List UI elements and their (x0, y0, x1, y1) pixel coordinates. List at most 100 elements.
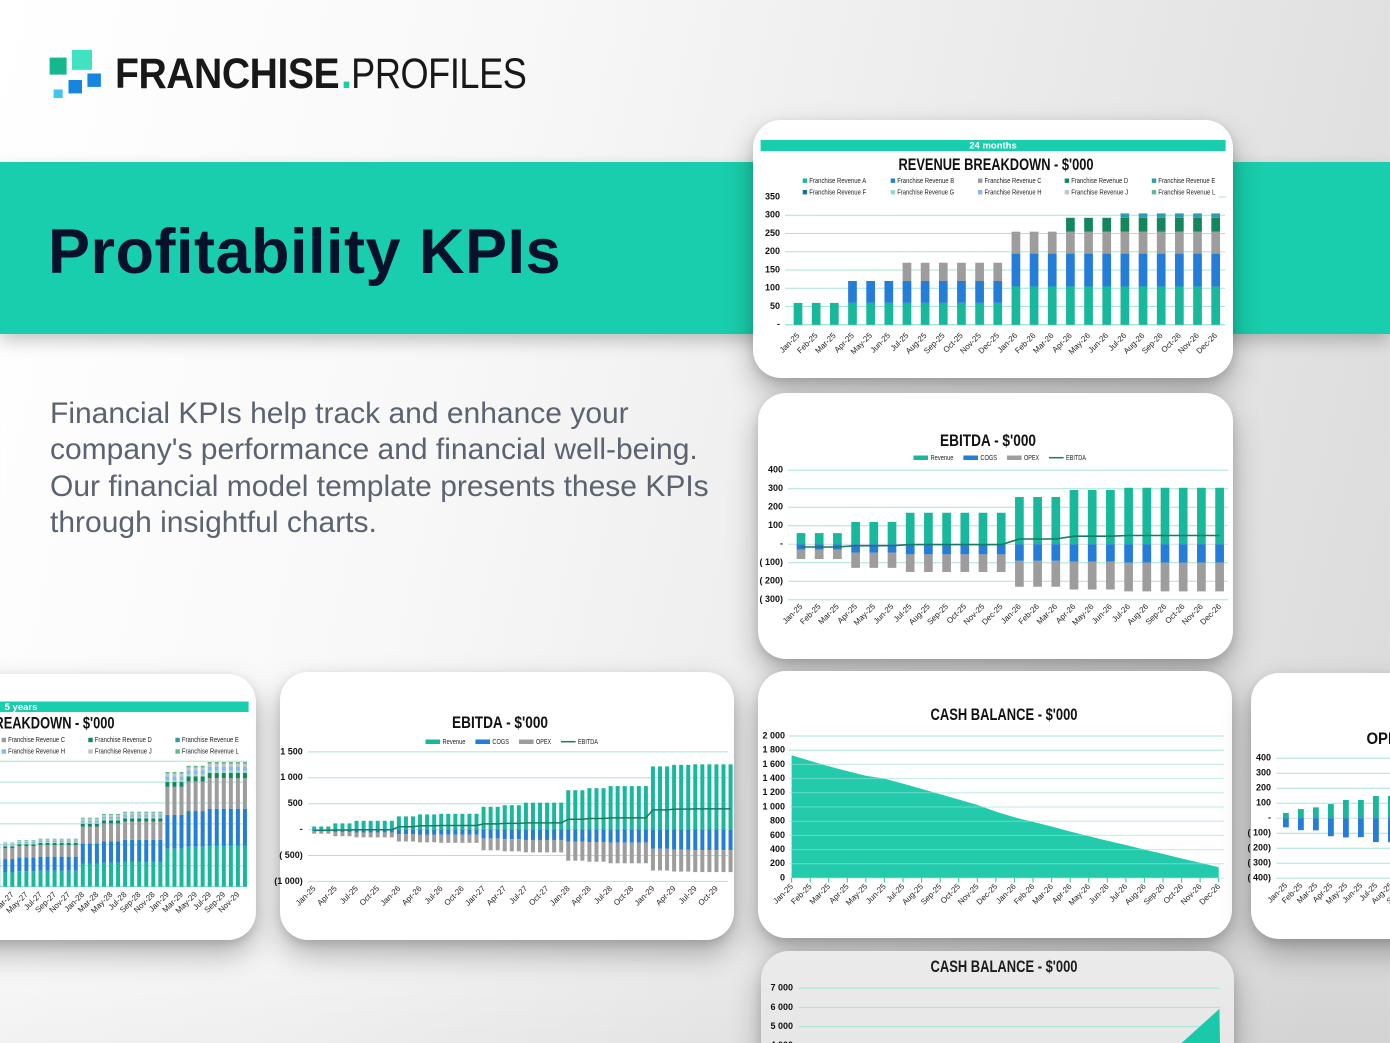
svg-text:EBITDA: EBITDA (578, 737, 598, 746)
svg-text:200: 200 (1255, 783, 1270, 793)
svg-text:50: 50 (770, 301, 780, 311)
svg-text:( 300): ( 300) (1247, 858, 1271, 868)
svg-text:Oct-26: Oct-26 (442, 884, 466, 908)
svg-text:100: 100 (1255, 798, 1270, 808)
svg-text:Jun-26: Jun-26 (1090, 602, 1114, 626)
svg-text:Jul-29: Jul-29 (677, 884, 699, 906)
svg-text:Oct-27: Oct-27 (527, 884, 551, 908)
svg-text:Franchise Revenue E: Franchise Revenue E (1158, 176, 1215, 185)
svg-text:Mar-26: Mar-26 (1031, 331, 1056, 356)
svg-text:Jan-28: Jan-28 (548, 884, 572, 908)
svg-text:Sep-25: Sep-25 (925, 602, 950, 627)
svg-text:Apr-26: Apr-26 (400, 884, 424, 908)
svg-text:400: 400 (770, 844, 785, 854)
svg-text:( 500): ( 500) (279, 850, 303, 860)
svg-text:Jun-25: Jun-25 (869, 331, 893, 355)
svg-text:( 200): ( 200) (1247, 843, 1271, 853)
svg-text:Franchise Revenue L: Franchise Revenue L (1158, 187, 1215, 196)
svg-text:Mar-25: Mar-25 (813, 331, 838, 356)
svg-text:24 months: 24 months (969, 141, 1017, 152)
svg-text:Jun-25: Jun-25 (864, 882, 888, 906)
svg-text:Revenue: Revenue (443, 737, 466, 746)
svg-text:100: 100 (768, 520, 783, 530)
svg-text:Jul-25: Jul-25 (338, 884, 360, 906)
svg-text:5 000: 5 000 (770, 1021, 793, 1031)
svg-text:REVENUE BREAKDOWN - $'000: REVENUE BREAKDOWN - $'000 (899, 156, 1094, 174)
svg-text:Franchise Revenue J: Franchise Revenue J (1071, 187, 1128, 196)
svg-text:( 100): ( 100) (1247, 828, 1271, 838)
svg-text:Franchise Revenue C: Franchise Revenue C (985, 176, 1042, 185)
svg-text:300: 300 (768, 483, 783, 493)
svg-text:COGS: COGS (980, 453, 997, 462)
svg-text:OPEX: OPEX (536, 737, 551, 746)
svg-text:CASH BALANCE - $'000: CASH BALANCE - $'000 (931, 706, 1078, 724)
svg-text:100: 100 (765, 283, 780, 293)
svg-text:1 500: 1 500 (280, 746, 303, 756)
svg-text:Dec-26: Dec-26 (1195, 331, 1220, 356)
svg-text:Franchise Revenue L: Franchise Revenue L (182, 747, 239, 756)
svg-text:5 years: 5 years (5, 702, 38, 713)
svg-text:Jun-25: Jun-25 (872, 602, 896, 626)
svg-text:6 000: 6 000 (770, 1002, 793, 1012)
svg-text:CASH BALANCE - $'000: CASH BALANCE - $'000 (931, 958, 1078, 976)
svg-text:Apr-28: Apr-28 (569, 884, 593, 908)
svg-text:4 000: 4 000 (770, 1040, 793, 1043)
svg-text:OPEX - $'000: OPEX - $'000 (1366, 730, 1390, 748)
svg-text:May-25: May-25 (844, 882, 870, 908)
svg-text:Jan-27: Jan-27 (463, 884, 487, 908)
svg-text:1 400: 1 400 (762, 773, 785, 783)
svg-text:May-26: May-26 (1067, 882, 1093, 908)
svg-text:Franchise Revenue F: Franchise Revenue F (809, 187, 867, 196)
svg-text:Dec-26: Dec-26 (1198, 602, 1223, 627)
svg-text:Mar-26: Mar-26 (1031, 882, 1056, 907)
svg-text:Oct-29: Oct-29 (696, 884, 720, 908)
svg-text:600: 600 (770, 830, 785, 840)
svg-text:Franchise Revenue D: Franchise Revenue D (95, 735, 152, 744)
svg-text:200: 200 (770, 858, 785, 868)
svg-text:200: 200 (768, 502, 783, 512)
svg-text:1 000: 1 000 (762, 801, 785, 811)
svg-text:Sep-26: Sep-26 (1144, 602, 1169, 627)
svg-text:-: - (1268, 813, 1271, 823)
svg-text:1 000: 1 000 (280, 772, 303, 782)
svg-text:Franchise Revenue D: Franchise Revenue D (1071, 176, 1128, 185)
svg-text:Jan-26: Jan-26 (379, 884, 403, 908)
svg-text:EBITDA: EBITDA (1066, 453, 1086, 462)
svg-text:Sep-26: Sep-26 (1142, 882, 1167, 907)
svg-text:-: - (780, 539, 783, 549)
svg-text:Dec-25: Dec-25 (980, 602, 1005, 627)
svg-text:Mar-26: Mar-26 (1035, 602, 1060, 627)
svg-text:400: 400 (768, 465, 783, 475)
svg-text:Apr-29: Apr-29 (654, 884, 678, 908)
svg-text:Franchise Revenue H: Franchise Revenue H (8, 747, 65, 756)
svg-text:250: 250 (765, 228, 780, 238)
svg-text:1 600: 1 600 (762, 759, 785, 769)
svg-text:Franchise Revenue G: Franchise Revenue G (897, 187, 954, 196)
svg-text:500: 500 (288, 798, 303, 808)
svg-text:300: 300 (1255, 768, 1270, 778)
svg-text:Jul-28: Jul-28 (592, 884, 614, 906)
svg-text:Jul-27: Jul-27 (508, 884, 530, 906)
svg-text:-: - (300, 824, 303, 834)
svg-text:Sep-25: Sep-25 (919, 882, 944, 907)
svg-text:200: 200 (765, 246, 780, 256)
svg-text:800: 800 (770, 816, 785, 826)
svg-text:0: 0 (780, 872, 785, 882)
svg-text:Jan-29: Jan-29 (633, 884, 657, 908)
svg-text:Dec-25: Dec-25 (975, 882, 1000, 907)
svg-text:OPEX: OPEX (1024, 453, 1039, 462)
svg-text:(1 000): (1 000) (274, 876, 303, 886)
svg-text:350: 350 (765, 191, 780, 201)
svg-text:REVENUE BREAKDOWN - $'000: REVENUE BREAKDOWN - $'000 (0, 715, 115, 733)
svg-text:Jun-26: Jun-26 (1086, 331, 1110, 355)
svg-text:Jul-26: Jul-26 (423, 884, 445, 906)
svg-text:Franchise Revenue A: Franchise Revenue A (809, 176, 866, 185)
svg-text:Mar-25: Mar-25 (808, 882, 833, 907)
svg-text:Jan-25: Jan-25 (294, 884, 318, 908)
svg-text:150: 150 (765, 264, 780, 274)
svg-text:( 400): ( 400) (1247, 873, 1271, 883)
svg-text:EBITDA - $'000: EBITDA - $'000 (452, 714, 548, 732)
svg-text:( 200): ( 200) (759, 576, 783, 586)
svg-text:Franchise Revenue H: Franchise Revenue H (985, 187, 1042, 196)
svg-text:300: 300 (765, 210, 780, 220)
